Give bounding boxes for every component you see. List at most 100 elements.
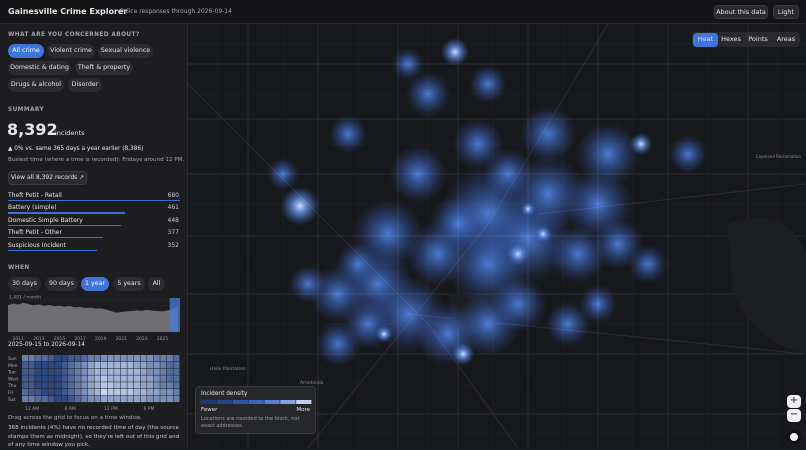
row-label: Tue xyxy=(8,370,16,376)
heat-cell xyxy=(28,361,35,369)
heat-cell xyxy=(160,389,167,396)
timeline-chart: 1,491 / month 2011 2013 2015 2017 2019 2021 202… xyxy=(8,295,180,342)
compass[interactable] xyxy=(787,430,801,444)
range-chip[interactable]: 1 year xyxy=(81,277,109,291)
heat-cell xyxy=(166,355,173,362)
filter-chip[interactable]: All crime xyxy=(8,44,44,58)
busiest-text: Busiest time (where a time is recorded):… xyxy=(8,157,185,163)
heat-cell xyxy=(48,389,55,396)
category-bar xyxy=(8,212,125,214)
heat-cell xyxy=(166,395,173,403)
heat-cell xyxy=(120,382,127,389)
filter-chip[interactable]: Sexual violence xyxy=(98,44,153,58)
heat-glow xyxy=(628,244,668,284)
filter-chip[interactable]: Disorder xyxy=(68,78,102,92)
heat-cell xyxy=(87,382,94,389)
heat-cell xyxy=(107,361,114,369)
heat-glow xyxy=(328,114,368,154)
heat-cell xyxy=(81,389,88,396)
category-bar xyxy=(8,249,98,251)
heat-cell xyxy=(22,382,29,389)
heat-glow xyxy=(482,148,534,200)
heat-cell xyxy=(153,395,160,403)
heat-cell xyxy=(22,395,29,403)
heat-cell xyxy=(35,355,42,362)
heat-cell xyxy=(74,389,81,396)
heat-cell xyxy=(94,395,101,403)
heat-cell xyxy=(140,355,147,362)
heat-cell xyxy=(173,368,180,375)
heat-cell xyxy=(166,368,173,375)
heat-glow xyxy=(335,241,381,287)
range-chip[interactable]: 90 days xyxy=(45,277,78,291)
heat-cell xyxy=(166,389,173,396)
column-label: 6 PM xyxy=(144,406,155,412)
layer-button[interactable]: Areas xyxy=(776,35,796,43)
map-canvas[interactable]: Haile Plantation Arredondo Copeland Recl… xyxy=(188,24,806,448)
change-text: ▲ 0% vs. same 365 days a year earlier (8… xyxy=(8,146,144,152)
heat-cell xyxy=(140,375,147,382)
heat-cell xyxy=(28,382,35,389)
heat-cell xyxy=(101,395,108,403)
heat-cell xyxy=(61,368,68,375)
section-heading: SUMMARY xyxy=(8,107,45,113)
heat-cell xyxy=(68,361,75,369)
heat-cell xyxy=(41,382,48,389)
zoom-out[interactable]: − xyxy=(787,409,801,422)
legend-step xyxy=(216,400,233,404)
legend-title: Incident density xyxy=(201,391,248,397)
heat-cell xyxy=(101,361,108,369)
heat-cell xyxy=(114,355,121,362)
heat-cell xyxy=(87,375,94,382)
heat-cell xyxy=(28,368,35,375)
heat-cell xyxy=(120,389,127,396)
hotspot xyxy=(506,242,530,266)
category-count: 680 xyxy=(167,192,179,199)
range-chip[interactable]: 30 days xyxy=(8,277,41,291)
heat-cell xyxy=(133,375,140,382)
about-button[interactable]: About this data xyxy=(714,5,768,19)
heat-cell xyxy=(114,361,121,369)
heat-cell xyxy=(114,395,121,403)
heat-cell xyxy=(153,355,160,362)
zoom-in[interactable]: + xyxy=(787,395,801,408)
category-name: Suspicious Incident xyxy=(8,241,66,249)
legend-step xyxy=(280,400,296,404)
heat-cell xyxy=(173,395,180,403)
range-chip[interactable]: All xyxy=(148,277,165,291)
layer-button[interactable]: Hexes xyxy=(721,35,741,43)
filter-chip[interactable]: Drugs & alcohol xyxy=(8,78,64,92)
heat-cell xyxy=(41,361,48,369)
heat-glow xyxy=(389,145,447,203)
place-label: Arredondo xyxy=(300,380,324,386)
filter-chip[interactable]: Violent crime xyxy=(47,44,95,58)
theme-button[interactable]: Light xyxy=(773,5,799,19)
heat-cell xyxy=(166,382,173,389)
heat-cell xyxy=(22,389,29,396)
heat-cell xyxy=(48,355,55,362)
heat-glow xyxy=(578,284,618,324)
heat-cell xyxy=(28,375,35,382)
layer-button[interactable]: Heat xyxy=(693,33,718,47)
heat-cell xyxy=(28,355,35,362)
heat-glow xyxy=(405,71,451,117)
category-count: 461 xyxy=(167,204,179,212)
map[interactable]: Haile Plantation Arredondo Copeland Recl… xyxy=(188,24,806,448)
category-name: Theft Petit - Retail xyxy=(8,192,62,199)
heat-cell xyxy=(127,382,134,389)
filter-chip[interactable]: Theft & property xyxy=(75,61,133,75)
legend-step xyxy=(232,400,248,404)
heat-cell xyxy=(153,389,160,396)
filter-chip[interactable]: Domestic & dating xyxy=(8,61,71,75)
legend-note: Locations are rounded to the block, not … xyxy=(201,416,300,429)
legend: Incident density Fewer More Locations ar… xyxy=(195,386,316,434)
heat-cell xyxy=(114,389,121,396)
heat-cell xyxy=(153,382,160,389)
records-button[interactable]: View all 8,392 records ↗ xyxy=(8,171,87,185)
layer-button[interactable]: Points xyxy=(748,35,768,43)
heat-cell xyxy=(35,368,42,375)
range-chip[interactable]: 5 years xyxy=(113,277,145,291)
hint-text: Drag across the grid to focus on a time … xyxy=(8,415,142,421)
